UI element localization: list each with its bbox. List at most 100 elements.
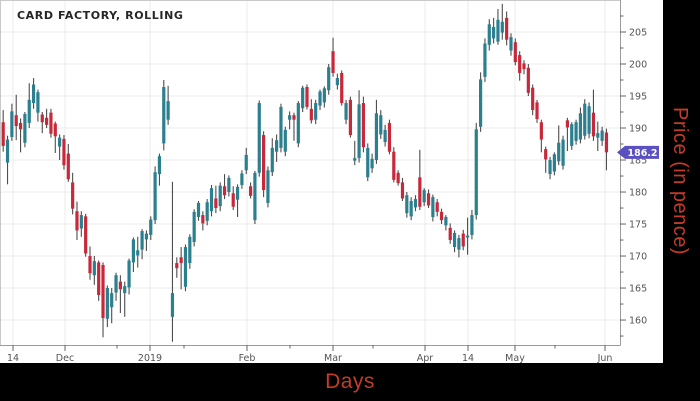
candle-body-up xyxy=(413,199,418,208)
candle xyxy=(27,83,31,129)
candle-body-up xyxy=(257,103,261,173)
x-tick-label: 14 xyxy=(7,353,19,363)
candle-body-down xyxy=(40,114,44,123)
candle xyxy=(105,285,109,328)
candle-body-down xyxy=(45,117,49,125)
candle-body-up xyxy=(127,260,131,288)
candle xyxy=(583,99,587,140)
candle xyxy=(535,99,539,123)
candle-body-down xyxy=(604,132,609,153)
candle-body-up xyxy=(561,139,565,166)
x-tick-label: Apr xyxy=(417,353,434,363)
candle-body-up xyxy=(600,130,604,141)
candle xyxy=(53,121,57,153)
candle-body-down xyxy=(101,264,105,319)
candle-body-up xyxy=(79,215,83,229)
candle xyxy=(58,134,62,161)
candle-body-up xyxy=(166,101,170,120)
candle xyxy=(418,149,422,210)
candle xyxy=(292,112,296,141)
candle xyxy=(36,89,40,122)
candle xyxy=(557,125,561,166)
candle-body-down xyxy=(248,186,253,196)
x-tick-label: 14 xyxy=(462,353,474,363)
candle xyxy=(201,211,205,231)
candle xyxy=(279,103,283,153)
candle-body-up xyxy=(283,129,287,152)
candle xyxy=(570,122,574,150)
candle-body-down xyxy=(361,103,366,148)
candle-body-down xyxy=(97,262,101,296)
candlestick-chart: 205 200 195 190 185 180 175 170 165 160 14 Dec 2019 F… xyxy=(0,0,659,364)
candle xyxy=(483,38,487,82)
candle xyxy=(222,174,227,200)
candle-body-up xyxy=(188,236,192,264)
candle xyxy=(496,8,500,45)
candle xyxy=(374,99,379,164)
candle xyxy=(479,72,483,132)
last-price-badge-value: 186.2 xyxy=(627,148,657,159)
candle xyxy=(244,147,248,175)
candle-body-up xyxy=(105,288,109,319)
candle xyxy=(23,112,27,148)
y-tick-label: 190 xyxy=(629,124,647,135)
candle-body-up xyxy=(500,21,504,33)
candle xyxy=(97,260,101,301)
candle xyxy=(231,186,235,210)
candle-body-up xyxy=(110,293,114,308)
y-tick-label: 200 xyxy=(629,60,647,71)
candle xyxy=(296,101,300,148)
axes-layer: 205 200 195 190 185 180 175 170 165 160 14 Dec 2019 F… xyxy=(0,0,647,364)
candle xyxy=(457,234,461,258)
candle-body-up xyxy=(31,84,36,104)
candle xyxy=(192,209,196,247)
candle-body-down xyxy=(387,122,392,152)
candle-body-up xyxy=(583,103,587,136)
candle-body-up xyxy=(557,142,561,162)
candle xyxy=(288,111,292,130)
candle xyxy=(448,223,452,244)
candle xyxy=(31,78,36,109)
candle-body-up xyxy=(357,104,361,159)
candle-body-down xyxy=(88,256,92,274)
candle xyxy=(136,236,140,268)
candle-body-down xyxy=(544,149,548,160)
candle-body-up xyxy=(244,154,248,171)
candle-body-up xyxy=(131,239,135,263)
candle xyxy=(318,89,322,111)
candle-body-up xyxy=(379,115,383,135)
candle-body-up xyxy=(23,113,27,143)
candle xyxy=(552,152,556,176)
candle-body-down xyxy=(526,67,530,93)
candle-body-down xyxy=(231,193,235,207)
candle xyxy=(370,153,374,173)
candle xyxy=(578,107,583,144)
x-tick-label: May xyxy=(505,353,525,363)
candle xyxy=(344,99,348,125)
candle-body-down xyxy=(448,227,452,241)
candle xyxy=(531,84,535,116)
candle xyxy=(62,135,66,170)
candle xyxy=(522,60,526,75)
candle xyxy=(509,33,513,56)
candle-body-down xyxy=(175,263,179,269)
candle xyxy=(10,103,14,141)
y-axis-title: Price (in pence) xyxy=(669,107,691,256)
candle xyxy=(127,258,131,295)
candle-body-up xyxy=(162,87,166,144)
candle-body-up xyxy=(474,129,478,216)
candle xyxy=(84,213,88,257)
candle-body-down xyxy=(71,182,75,209)
candle-body-down xyxy=(292,115,296,120)
candle-body-down xyxy=(505,17,509,40)
candle xyxy=(444,215,448,231)
candle xyxy=(335,73,339,90)
candle xyxy=(183,244,188,292)
candle xyxy=(162,80,166,151)
candle-body-down xyxy=(435,202,439,212)
candle xyxy=(361,96,366,153)
candle-body-down xyxy=(84,216,88,254)
candle-body-up xyxy=(322,88,326,103)
candle-body-up xyxy=(227,177,231,193)
candle xyxy=(283,126,287,157)
